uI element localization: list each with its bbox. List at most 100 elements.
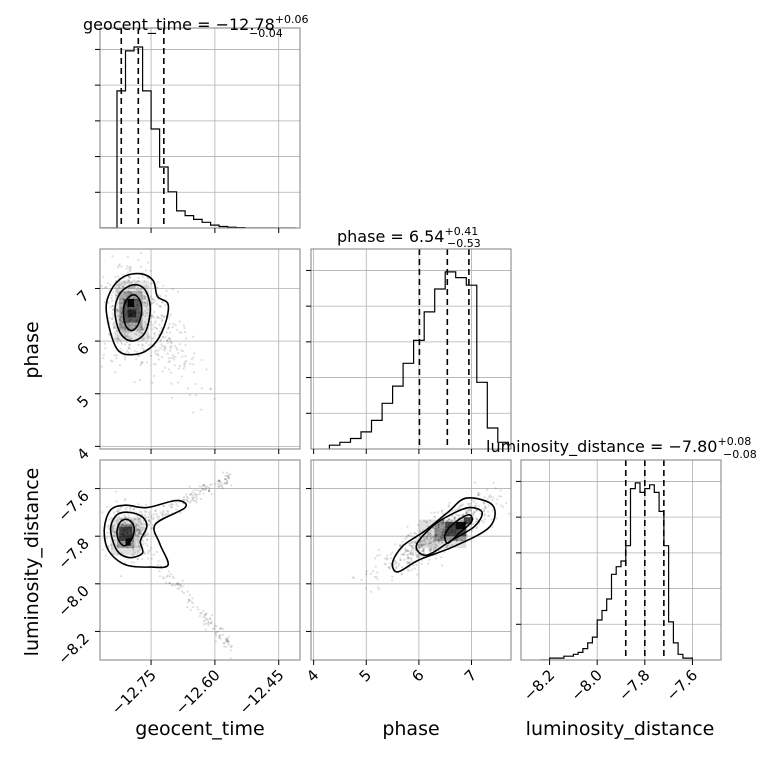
scatter-point (130, 318, 133, 322)
scatter-point (210, 613, 214, 617)
scatter-point (126, 546, 130, 550)
scatter-point (465, 510, 469, 513)
scatter-point (209, 617, 212, 620)
scatter-point (429, 519, 432, 522)
scatter-point (110, 359, 113, 362)
scatter-point (423, 543, 426, 547)
scatter-point (439, 537, 443, 540)
scatter-point (224, 478, 227, 481)
scatter-point (125, 341, 128, 344)
scatter-point (115, 490, 118, 493)
scatter-point (456, 508, 459, 511)
scatter-point (115, 310, 119, 313)
scatter-point (157, 316, 160, 320)
scatter-point (118, 326, 121, 330)
scatter-point (143, 525, 146, 529)
scatter-point (408, 542, 411, 545)
scatter-point (159, 339, 162, 343)
scatter-point (116, 283, 119, 286)
scatter-point (457, 514, 460, 517)
scatter-point (139, 510, 142, 513)
scatter-point (121, 523, 124, 527)
scatter-point (442, 521, 445, 524)
scatter-point (365, 570, 368, 573)
scatter-point (139, 325, 142, 328)
scatter-point (109, 306, 112, 309)
scatter-point (139, 378, 142, 381)
scatter-point (121, 284, 124, 288)
scatter-point (467, 502, 470, 505)
scatter-point (428, 533, 432, 536)
scatter-point (378, 587, 381, 591)
scatter-point (394, 561, 397, 564)
scatter-point (409, 552, 412, 555)
scatter-point (458, 505, 461, 508)
contour-level-3 (105, 272, 170, 356)
scatter-point (420, 543, 423, 546)
scatter-point (184, 330, 187, 334)
scatter-point (181, 349, 184, 353)
scatter-point (125, 301, 129, 304)
scatter-point (483, 506, 487, 509)
scatter-point (439, 536, 442, 539)
scatter-point (128, 276, 131, 279)
scatter-point (472, 522, 475, 526)
scatter-point (500, 495, 503, 498)
scatter-point (418, 555, 421, 558)
scatter-point (110, 294, 113, 297)
scatter-point (118, 322, 121, 325)
scatter-point (119, 283, 123, 286)
scatter-point (108, 317, 111, 320)
scatter-point (441, 534, 444, 537)
scatter-point (171, 503, 174, 506)
scatter-point (143, 552, 147, 555)
scatter-point (118, 318, 121, 321)
scatter-point (169, 573, 172, 576)
scatter-point (141, 528, 145, 532)
scatter-point (433, 515, 436, 518)
scatter-point (160, 317, 163, 320)
scatter-point (135, 319, 138, 322)
scatter-point (179, 511, 182, 514)
scatter-point (123, 499, 126, 502)
scatter-point (144, 510, 148, 514)
scatter-point (411, 564, 415, 567)
scatter-point (435, 530, 438, 533)
scatter-point (151, 518, 154, 521)
scatter-point (120, 312, 123, 315)
scatter-point (173, 364, 176, 367)
scatter-point (136, 307, 139, 310)
scatter-point (168, 337, 171, 340)
scatter-point (198, 490, 202, 493)
scatter-point (409, 551, 413, 554)
scatter-point (123, 516, 127, 519)
scatter-point (475, 517, 478, 520)
scatter-point (127, 347, 130, 350)
scatter-point (104, 554, 107, 557)
scatter-point (435, 534, 438, 537)
scatter-point (461, 503, 465, 506)
scatter-point (168, 504, 171, 507)
scatter-point (118, 283, 121, 286)
scatter-point (119, 320, 122, 323)
scatter-point (214, 482, 217, 486)
scatter-point (227, 640, 230, 643)
scatter-point (387, 566, 390, 569)
scatter-point (491, 509, 494, 512)
scatter-point (405, 549, 408, 552)
scatter-point (427, 542, 430, 546)
scatter-point (217, 636, 221, 639)
scatter-point (190, 358, 193, 361)
scatter-point (194, 493, 197, 496)
scatter-point (409, 532, 413, 535)
scatter-point (167, 357, 170, 360)
scatter-point (182, 585, 185, 588)
scatter-point (429, 536, 432, 539)
scatter-point (417, 556, 420, 559)
scatter-point (419, 554, 422, 557)
scatter-point (121, 330, 125, 333)
scatter-point (123, 328, 127, 331)
scatter-point (104, 286, 107, 289)
scatter-point (161, 301, 164, 304)
